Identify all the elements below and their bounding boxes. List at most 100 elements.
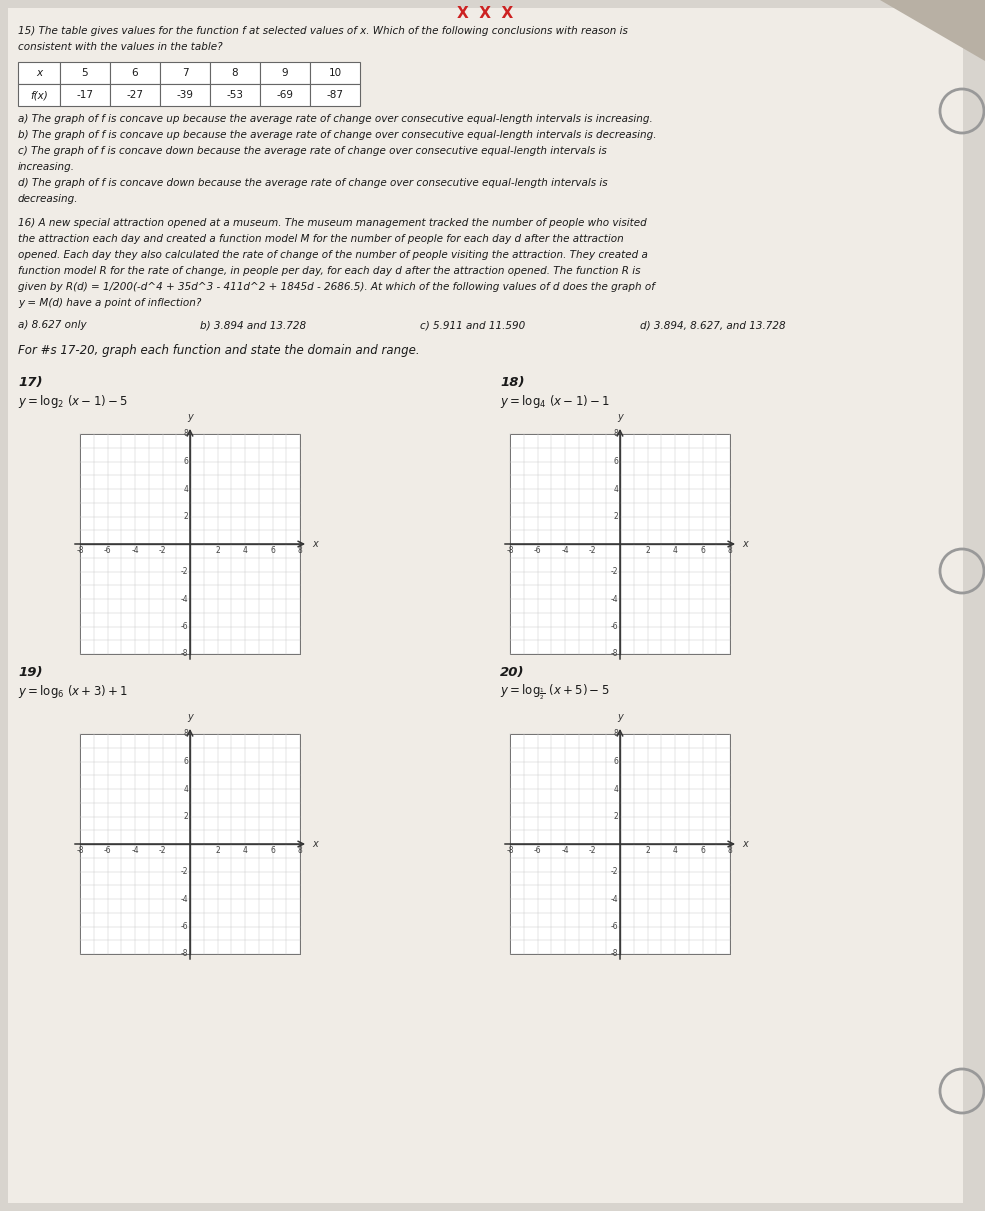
Bar — [310, 84, 360, 107]
Text: -6: -6 — [611, 622, 618, 631]
Text: -2: -2 — [159, 546, 166, 555]
Text: 6: 6 — [183, 757, 188, 767]
Text: -6: -6 — [180, 622, 188, 631]
Text: b) 3.894 and 13.728: b) 3.894 and 13.728 — [200, 320, 306, 331]
Text: 4: 4 — [613, 785, 618, 793]
Text: -8: -8 — [180, 649, 188, 659]
Text: -87: -87 — [326, 90, 344, 101]
Text: $y = \log_4\,(x-1)-1$: $y = \log_4\,(x-1)-1$ — [500, 394, 610, 411]
Text: 4: 4 — [242, 546, 247, 555]
Text: -8: -8 — [76, 546, 84, 555]
Bar — [110, 62, 160, 84]
Text: -2: -2 — [180, 867, 188, 876]
Bar — [80, 734, 300, 954]
Text: function model R for the rate of change, in people per day, for each day d after: function model R for the rate of change,… — [18, 266, 640, 276]
Bar — [510, 734, 730, 954]
Text: 4: 4 — [242, 846, 247, 855]
Text: the attraction each day and created a function model M for the number of people : the attraction each day and created a fu… — [18, 234, 624, 243]
Text: 8: 8 — [231, 68, 238, 78]
Text: -8: -8 — [506, 546, 514, 555]
Text: 7: 7 — [181, 68, 188, 78]
Text: -53: -53 — [227, 90, 243, 101]
Text: y: y — [618, 412, 623, 421]
Text: 19): 19) — [18, 666, 42, 679]
Bar — [160, 62, 210, 84]
Text: opened. Each day they also calculated the rate of change of the number of people: opened. Each day they also calculated th… — [18, 249, 648, 260]
Text: -8: -8 — [180, 949, 188, 958]
Text: 8: 8 — [614, 430, 618, 438]
Bar — [510, 434, 730, 654]
Text: 6: 6 — [613, 457, 618, 466]
Text: x: x — [312, 539, 318, 549]
Text: y: y — [187, 412, 193, 421]
Text: 6: 6 — [700, 846, 705, 855]
Text: 2: 2 — [645, 846, 650, 855]
Text: 2: 2 — [183, 512, 188, 521]
Text: x: x — [742, 539, 748, 549]
Text: x: x — [312, 839, 318, 849]
Bar — [260, 84, 310, 107]
Text: 6: 6 — [132, 68, 138, 78]
Text: 2: 2 — [645, 546, 650, 555]
Text: x: x — [35, 68, 42, 78]
Text: -4: -4 — [611, 895, 618, 903]
Text: 4: 4 — [613, 484, 618, 494]
Text: 6: 6 — [183, 457, 188, 466]
Bar — [18, 62, 60, 84]
Text: -6: -6 — [103, 546, 111, 555]
Text: 8: 8 — [297, 846, 302, 855]
Text: -4: -4 — [131, 846, 139, 855]
Text: 6: 6 — [700, 546, 705, 555]
Text: c) 5.911 and 11.590: c) 5.911 and 11.590 — [420, 320, 525, 331]
Text: 9: 9 — [282, 68, 289, 78]
Text: 4: 4 — [183, 484, 188, 494]
Text: 15) The table gives values for the function f at selected values of x. Which of : 15) The table gives values for the funct… — [18, 25, 627, 36]
Text: $y = \log_{\frac{1}{2}}\,(x+5)-5$: $y = \log_{\frac{1}{2}}\,(x+5)-5$ — [500, 683, 610, 702]
Text: 2: 2 — [215, 546, 220, 555]
Bar — [210, 62, 260, 84]
Text: X  X  X: X X X — [457, 6, 513, 21]
Text: -6: -6 — [534, 546, 542, 555]
Text: 8: 8 — [183, 729, 188, 739]
Text: 4: 4 — [673, 546, 678, 555]
Text: -17: -17 — [77, 90, 94, 101]
Text: $y = \log_2\,(x-1)-5$: $y = \log_2\,(x-1)-5$ — [18, 394, 128, 411]
Text: increasing.: increasing. — [18, 162, 75, 172]
Text: 20): 20) — [500, 666, 524, 679]
Text: 8: 8 — [183, 430, 188, 438]
Text: -8: -8 — [611, 949, 618, 958]
Text: -8: -8 — [611, 649, 618, 659]
Text: -2: -2 — [611, 867, 618, 876]
Text: -2: -2 — [589, 546, 596, 555]
Text: 4: 4 — [673, 846, 678, 855]
Text: 18): 18) — [500, 375, 524, 389]
Bar — [210, 84, 260, 107]
Bar — [60, 84, 110, 107]
Text: -2: -2 — [180, 567, 188, 576]
Text: -6: -6 — [103, 846, 111, 855]
Text: 6: 6 — [270, 546, 275, 555]
Text: For #s 17-20, graph each function and state the domain and range.: For #s 17-20, graph each function and st… — [18, 344, 420, 357]
Bar — [160, 84, 210, 107]
Text: y: y — [618, 712, 623, 722]
Text: decreasing.: decreasing. — [18, 194, 79, 203]
Text: 8: 8 — [297, 546, 302, 555]
Text: -2: -2 — [611, 567, 618, 576]
Text: 2: 2 — [183, 813, 188, 821]
Polygon shape — [880, 0, 985, 61]
Text: 2: 2 — [215, 846, 220, 855]
Text: 2: 2 — [614, 813, 618, 821]
Text: -4: -4 — [180, 895, 188, 903]
Text: d) 3.894, 8.627, and 13.728: d) 3.894, 8.627, and 13.728 — [640, 320, 786, 331]
Text: -6: -6 — [534, 846, 542, 855]
Text: given by R(d) = 1/200(-d^4 + 35d^3 - 411d^2 + 1845d - 2686.5). At which of the f: given by R(d) = 1/200(-d^4 + 35d^3 - 411… — [18, 282, 655, 292]
Text: 8: 8 — [614, 729, 618, 739]
Text: -8: -8 — [76, 846, 84, 855]
Text: 2: 2 — [614, 512, 618, 521]
Text: -2: -2 — [159, 846, 166, 855]
Text: -4: -4 — [561, 846, 568, 855]
Text: -69: -69 — [277, 90, 294, 101]
Text: 5: 5 — [82, 68, 89, 78]
Bar — [60, 62, 110, 84]
Text: -2: -2 — [589, 846, 596, 855]
